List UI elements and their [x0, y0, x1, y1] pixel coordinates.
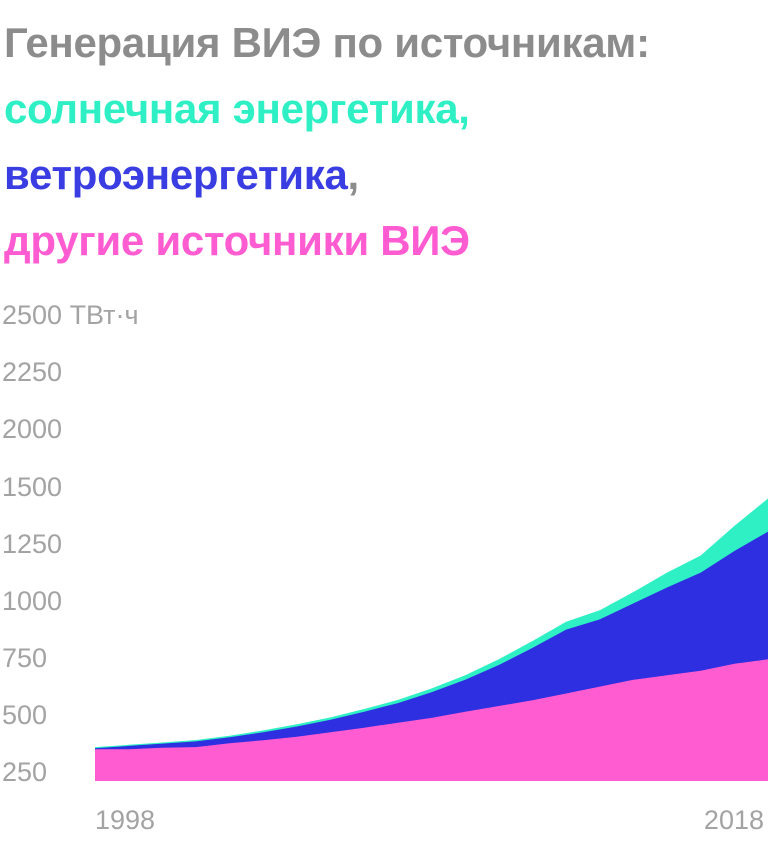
x-axis: 1998 2018	[95, 805, 764, 835]
title-part-wind: ветроэнергетика	[4, 151, 348, 198]
y-tick-label: 1500	[2, 472, 62, 502]
y-tick-label: 1250	[2, 529, 62, 559]
y-axis: 2500 ТВт·ч 2250 2000 1500 1250 1000 750 500 250	[2, 300, 139, 787]
title-part-other: другие источники ВИЭ	[4, 217, 470, 264]
x-tick-label: 1998	[95, 805, 155, 835]
title-part: Генерация ВИЭ по источникам:	[4, 19, 650, 66]
y-tick-label: 2000	[2, 414, 62, 444]
y-tick-label: 1000	[2, 586, 62, 616]
title-part-comma: ,	[347, 151, 360, 198]
y-tick-label: 250	[2, 757, 47, 787]
area-other	[95, 659, 768, 781]
title-part-solar: солнечная энергетика,	[4, 85, 470, 132]
area-layers	[95, 498, 768, 781]
chart-title: Генерация ВИЭ по источникам: солнечная э…	[4, 10, 764, 274]
y-tick-label: 750	[2, 643, 47, 673]
y-tick-label: 500	[2, 700, 47, 730]
y-tick-label: 2500 ТВт·ч	[2, 300, 139, 330]
x-tick-label: 2018	[704, 805, 764, 835]
y-tick-label: 2250	[2, 357, 62, 387]
